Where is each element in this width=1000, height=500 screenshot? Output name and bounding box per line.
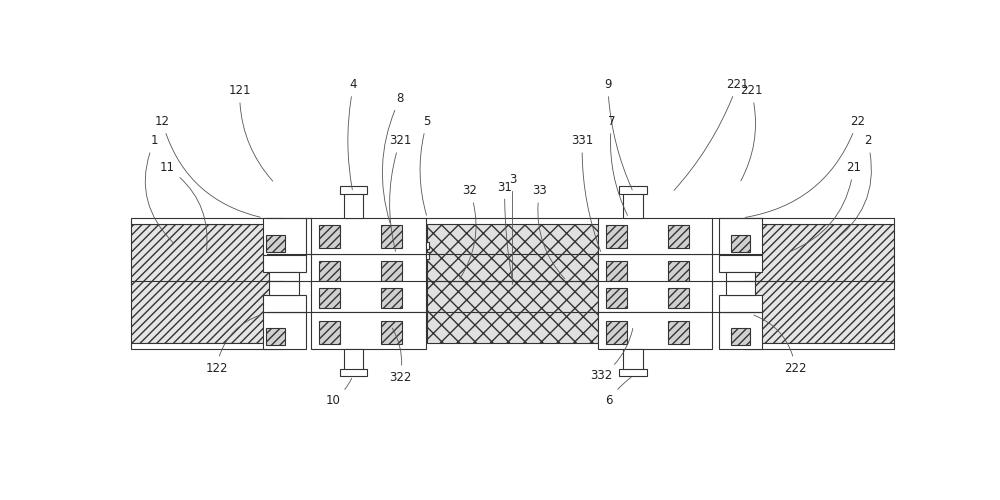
- Bar: [311, 312, 426, 349]
- Text: 121: 121: [228, 84, 273, 181]
- Bar: [606, 225, 627, 248]
- Bar: [719, 255, 762, 272]
- Bar: [266, 235, 285, 252]
- Text: 322: 322: [389, 328, 411, 384]
- Text: 3: 3: [509, 173, 516, 284]
- Bar: [668, 261, 689, 281]
- Text: 6: 6: [606, 378, 631, 407]
- Text: 332: 332: [590, 328, 633, 382]
- Bar: [427, 281, 598, 342]
- Bar: [319, 261, 340, 281]
- Text: 32: 32: [460, 184, 477, 278]
- Bar: [381, 261, 402, 281]
- Text: 1: 1: [145, 134, 173, 243]
- Text: 321: 321: [389, 134, 411, 252]
- Bar: [743, 218, 894, 224]
- Text: 10: 10: [325, 378, 352, 407]
- Text: 22: 22: [745, 115, 865, 218]
- Bar: [426, 242, 429, 248]
- Bar: [606, 321, 627, 344]
- Bar: [344, 192, 363, 218]
- Bar: [719, 218, 762, 255]
- Bar: [598, 312, 712, 349]
- Bar: [731, 235, 750, 252]
- Bar: [381, 225, 402, 248]
- Bar: [319, 225, 340, 248]
- Text: 4: 4: [348, 78, 357, 190]
- Text: 331: 331: [571, 134, 601, 252]
- Bar: [381, 321, 402, 344]
- Text: 11: 11: [160, 162, 207, 250]
- Bar: [623, 349, 643, 372]
- Bar: [606, 288, 627, 308]
- Bar: [743, 281, 894, 342]
- Bar: [340, 369, 367, 376]
- Bar: [598, 218, 712, 254]
- Bar: [131, 281, 282, 342]
- Bar: [263, 312, 306, 349]
- Text: 221: 221: [674, 78, 748, 190]
- Bar: [623, 192, 643, 218]
- Bar: [619, 186, 647, 194]
- Bar: [743, 342, 894, 349]
- Bar: [269, 281, 299, 295]
- Bar: [263, 218, 306, 255]
- Bar: [263, 295, 306, 312]
- Bar: [726, 281, 755, 295]
- Bar: [719, 295, 762, 312]
- Text: 5: 5: [420, 115, 431, 215]
- Bar: [266, 328, 285, 345]
- Text: 9: 9: [604, 78, 632, 190]
- Text: 12: 12: [155, 115, 260, 217]
- Bar: [340, 186, 367, 194]
- Text: 7: 7: [608, 115, 628, 216]
- Bar: [619, 369, 647, 376]
- Bar: [311, 218, 426, 254]
- Text: 2: 2: [831, 134, 871, 243]
- Bar: [598, 254, 712, 286]
- Bar: [726, 272, 755, 285]
- Bar: [311, 254, 426, 286]
- Text: 122: 122: [205, 315, 260, 374]
- Bar: [719, 312, 762, 349]
- Bar: [131, 218, 282, 224]
- Bar: [668, 321, 689, 344]
- Bar: [344, 349, 363, 372]
- Text: 21: 21: [790, 162, 861, 252]
- Bar: [311, 281, 426, 312]
- Bar: [668, 288, 689, 308]
- Bar: [606, 261, 627, 281]
- Bar: [269, 272, 299, 285]
- Bar: [426, 252, 429, 258]
- Text: 33: 33: [532, 184, 565, 279]
- Bar: [319, 321, 340, 344]
- Bar: [427, 224, 598, 286]
- Bar: [743, 224, 894, 286]
- Bar: [131, 224, 282, 286]
- Text: 8: 8: [382, 92, 404, 223]
- Bar: [131, 342, 282, 349]
- Text: 222: 222: [754, 315, 807, 374]
- Bar: [598, 281, 712, 312]
- Bar: [731, 328, 750, 345]
- Bar: [668, 225, 689, 248]
- Text: 31: 31: [497, 180, 512, 278]
- Bar: [319, 288, 340, 308]
- Bar: [381, 288, 402, 308]
- Bar: [263, 255, 306, 272]
- Text: 221: 221: [740, 84, 762, 181]
